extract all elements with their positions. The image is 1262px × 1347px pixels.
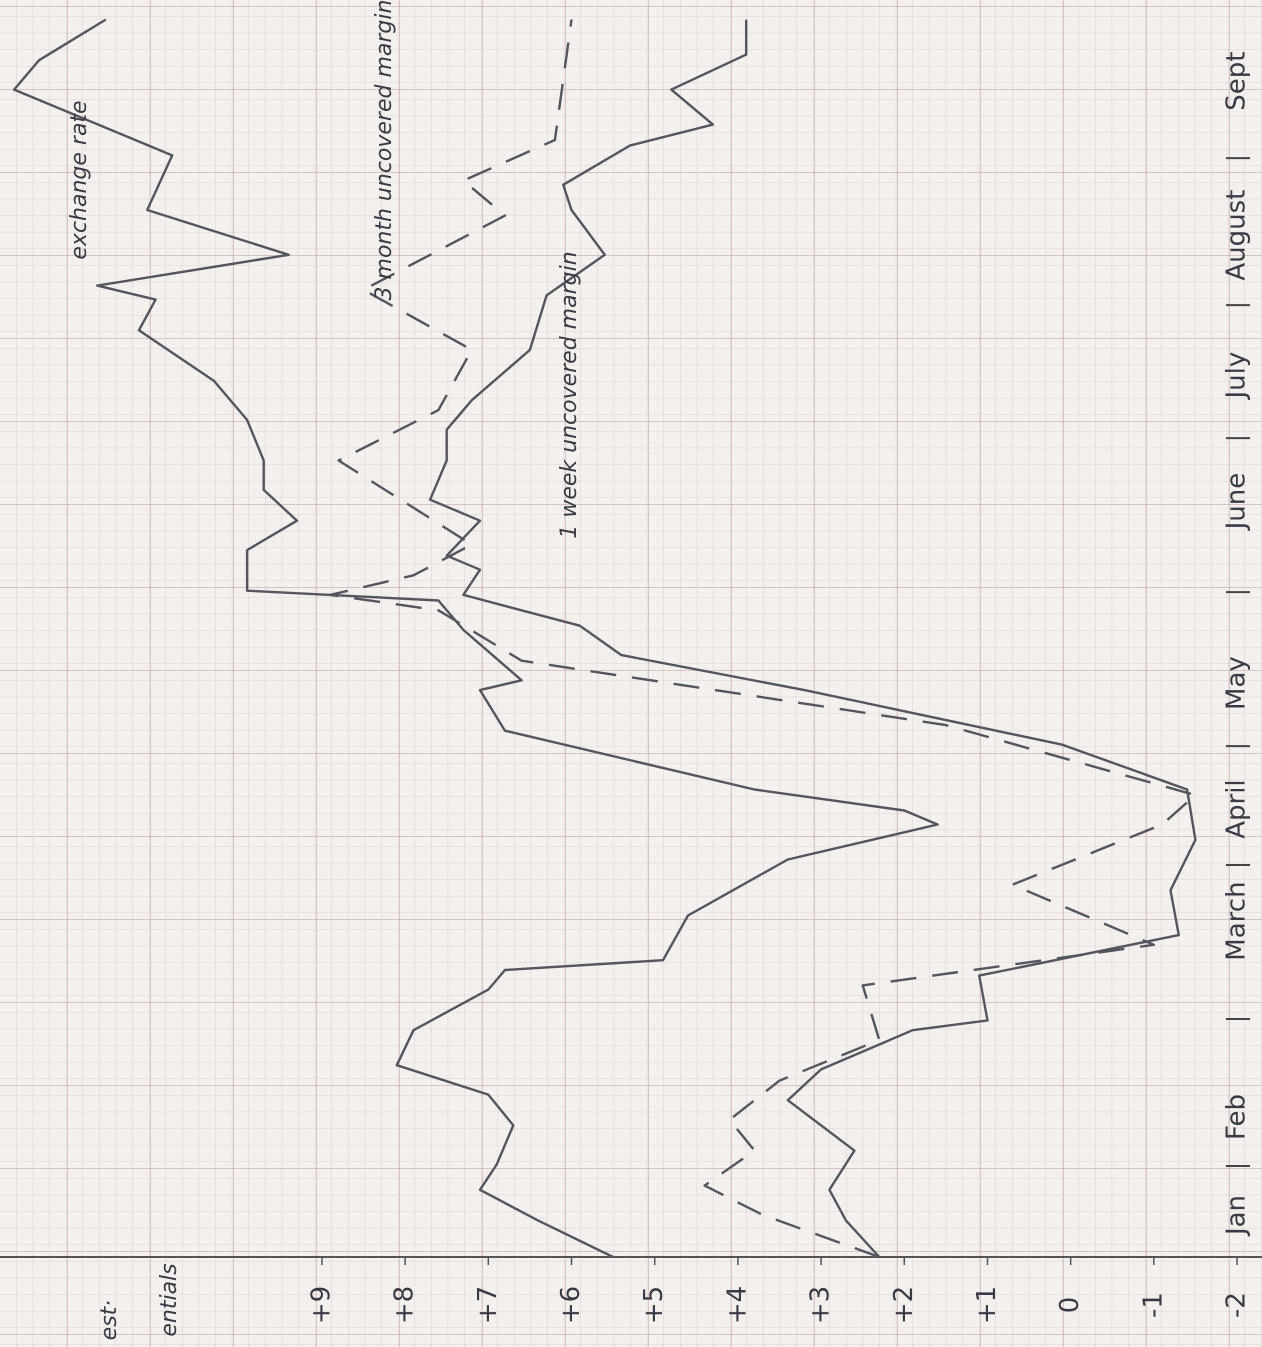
x-tick-label: May	[1222, 656, 1252, 710]
y-tick-label: +2	[889, 1286, 919, 1324]
y-tick-label: +3	[806, 1286, 836, 1324]
series-line	[329, 19, 1197, 1259]
y-tick-label: -2	[1222, 1292, 1252, 1318]
x-tick-label: July	[1222, 352, 1252, 401]
y-tick-label: +1	[972, 1286, 1002, 1324]
x-tick-label: March	[1222, 881, 1252, 960]
series-label: 3 month uncovered margin	[372, 0, 397, 300]
series-label: 1 week uncovered margin	[557, 251, 582, 538]
x-tick-label: August	[1222, 190, 1252, 281]
x-tick-label: Jan	[1222, 1195, 1252, 1237]
y-tick-label: +8	[390, 1286, 420, 1324]
x-tick-label: June	[1222, 473, 1252, 532]
y-tick-label: +9	[306, 1286, 336, 1324]
y-tick-label: -1	[1138, 1292, 1168, 1318]
y-tick-label: 0	[1055, 1297, 1085, 1314]
axis-title-fragment: entials	[157, 1263, 182, 1336]
y-tick-label: +4	[722, 1286, 752, 1324]
y-tick-label: +5	[639, 1286, 669, 1324]
series-label: exchange rate	[67, 100, 92, 259]
series-line	[12, 18, 939, 1259]
series-line	[428, 19, 1197, 1258]
x-tick-label: Feb	[1222, 1094, 1252, 1140]
x-tick-label: Sept	[1222, 52, 1252, 111]
x-tick-label: April	[1222, 779, 1252, 838]
plot-area: +9 +8 +7 +6 +5 +4 +3 +2 +1 0 -1 -2 Jan Feb March April M…	[12, 0, 1252, 1341]
y-tick-label: +6	[556, 1286, 586, 1324]
axis-title-fragment: est·	[97, 1300, 122, 1341]
y-tick-label: +7	[473, 1286, 503, 1324]
